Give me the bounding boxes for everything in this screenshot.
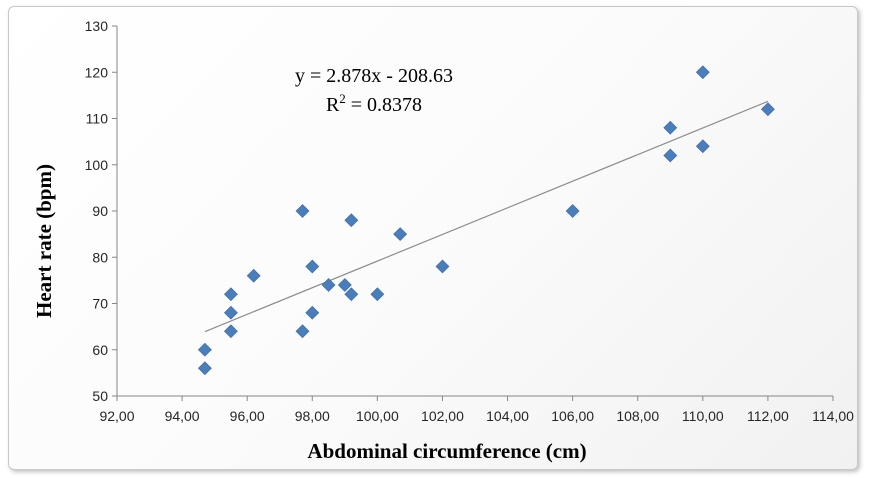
data-point-marker — [306, 306, 319, 319]
x-tick-label: 102,00 — [421, 408, 464, 424]
data-point-marker — [371, 288, 384, 301]
y-tick-labels: 50 60 70 80 90 100 110 120 130 — [85, 18, 109, 404]
data-point-marker — [296, 205, 309, 218]
data-point-marker — [224, 306, 237, 319]
data-point-marker — [247, 269, 260, 282]
axes — [112, 26, 833, 401]
y-tick-label: 120 — [85, 64, 109, 80]
r-squared-value: = 0.8378 — [346, 94, 422, 116]
x-tick-label: 98,00 — [295, 408, 330, 424]
data-point-marker — [345, 214, 358, 227]
trendline-group — [205, 101, 768, 331]
data-point-marker — [198, 362, 211, 375]
data-point-marker — [664, 121, 677, 134]
x-tick-label: 100,00 — [356, 408, 399, 424]
y-tick-label: 50 — [92, 388, 108, 404]
data-point-marker — [696, 140, 709, 153]
data-point-marker — [322, 279, 335, 292]
data-point-marker — [296, 325, 309, 338]
x-tick-label: 104,00 — [486, 408, 529, 424]
x-tick-label: 94,00 — [165, 408, 200, 424]
x-tick-labels: 92,00 94,00 96,00 98,00 100,00 102,00 104,00 10… — [99, 408, 854, 424]
x-tick-label: 114,00 — [812, 408, 854, 424]
data-point-marker — [761, 103, 774, 116]
x-axis-title: Abdominal circumference (cm) — [307, 439, 586, 463]
data-point-marker — [394, 228, 407, 241]
y-axis-title: Heart rate (bpm) — [32, 164, 56, 318]
x-tick-label: 108,00 — [616, 408, 659, 424]
data-point-marker — [306, 260, 319, 273]
data-point-marker — [696, 66, 709, 79]
x-tick-label: 110,00 — [682, 408, 724, 424]
x-tick-label: 106,00 — [551, 408, 594, 424]
x-tick-label: 112,00 — [747, 408, 789, 424]
data-point-marker — [224, 325, 237, 338]
y-tick-label: 80 — [92, 249, 108, 265]
y-tick-label: 70 — [92, 296, 108, 312]
y-tick-label: 100 — [85, 157, 109, 173]
data-point-marker — [198, 343, 211, 356]
trendline — [205, 101, 768, 331]
y-tick-label: 90 — [92, 203, 108, 219]
x-tick-label: 96,00 — [230, 408, 265, 424]
r-squared-prefix: R — [326, 94, 340, 116]
data-point-marker — [566, 205, 579, 218]
data-point-marker — [224, 288, 237, 301]
x-tick-label: 92,00 — [99, 408, 134, 424]
r-squared-label: R2 = 0.8378 — [326, 91, 422, 116]
y-tick-label: 60 — [92, 342, 108, 358]
data-point-marker — [664, 149, 677, 162]
y-tick-label: 130 — [85, 18, 109, 34]
y-tick-label: 110 — [86, 111, 109, 127]
data-point-marker — [436, 260, 449, 273]
equation-label: y = 2.878x - 208.63 — [295, 65, 453, 87]
data-points — [198, 66, 774, 375]
